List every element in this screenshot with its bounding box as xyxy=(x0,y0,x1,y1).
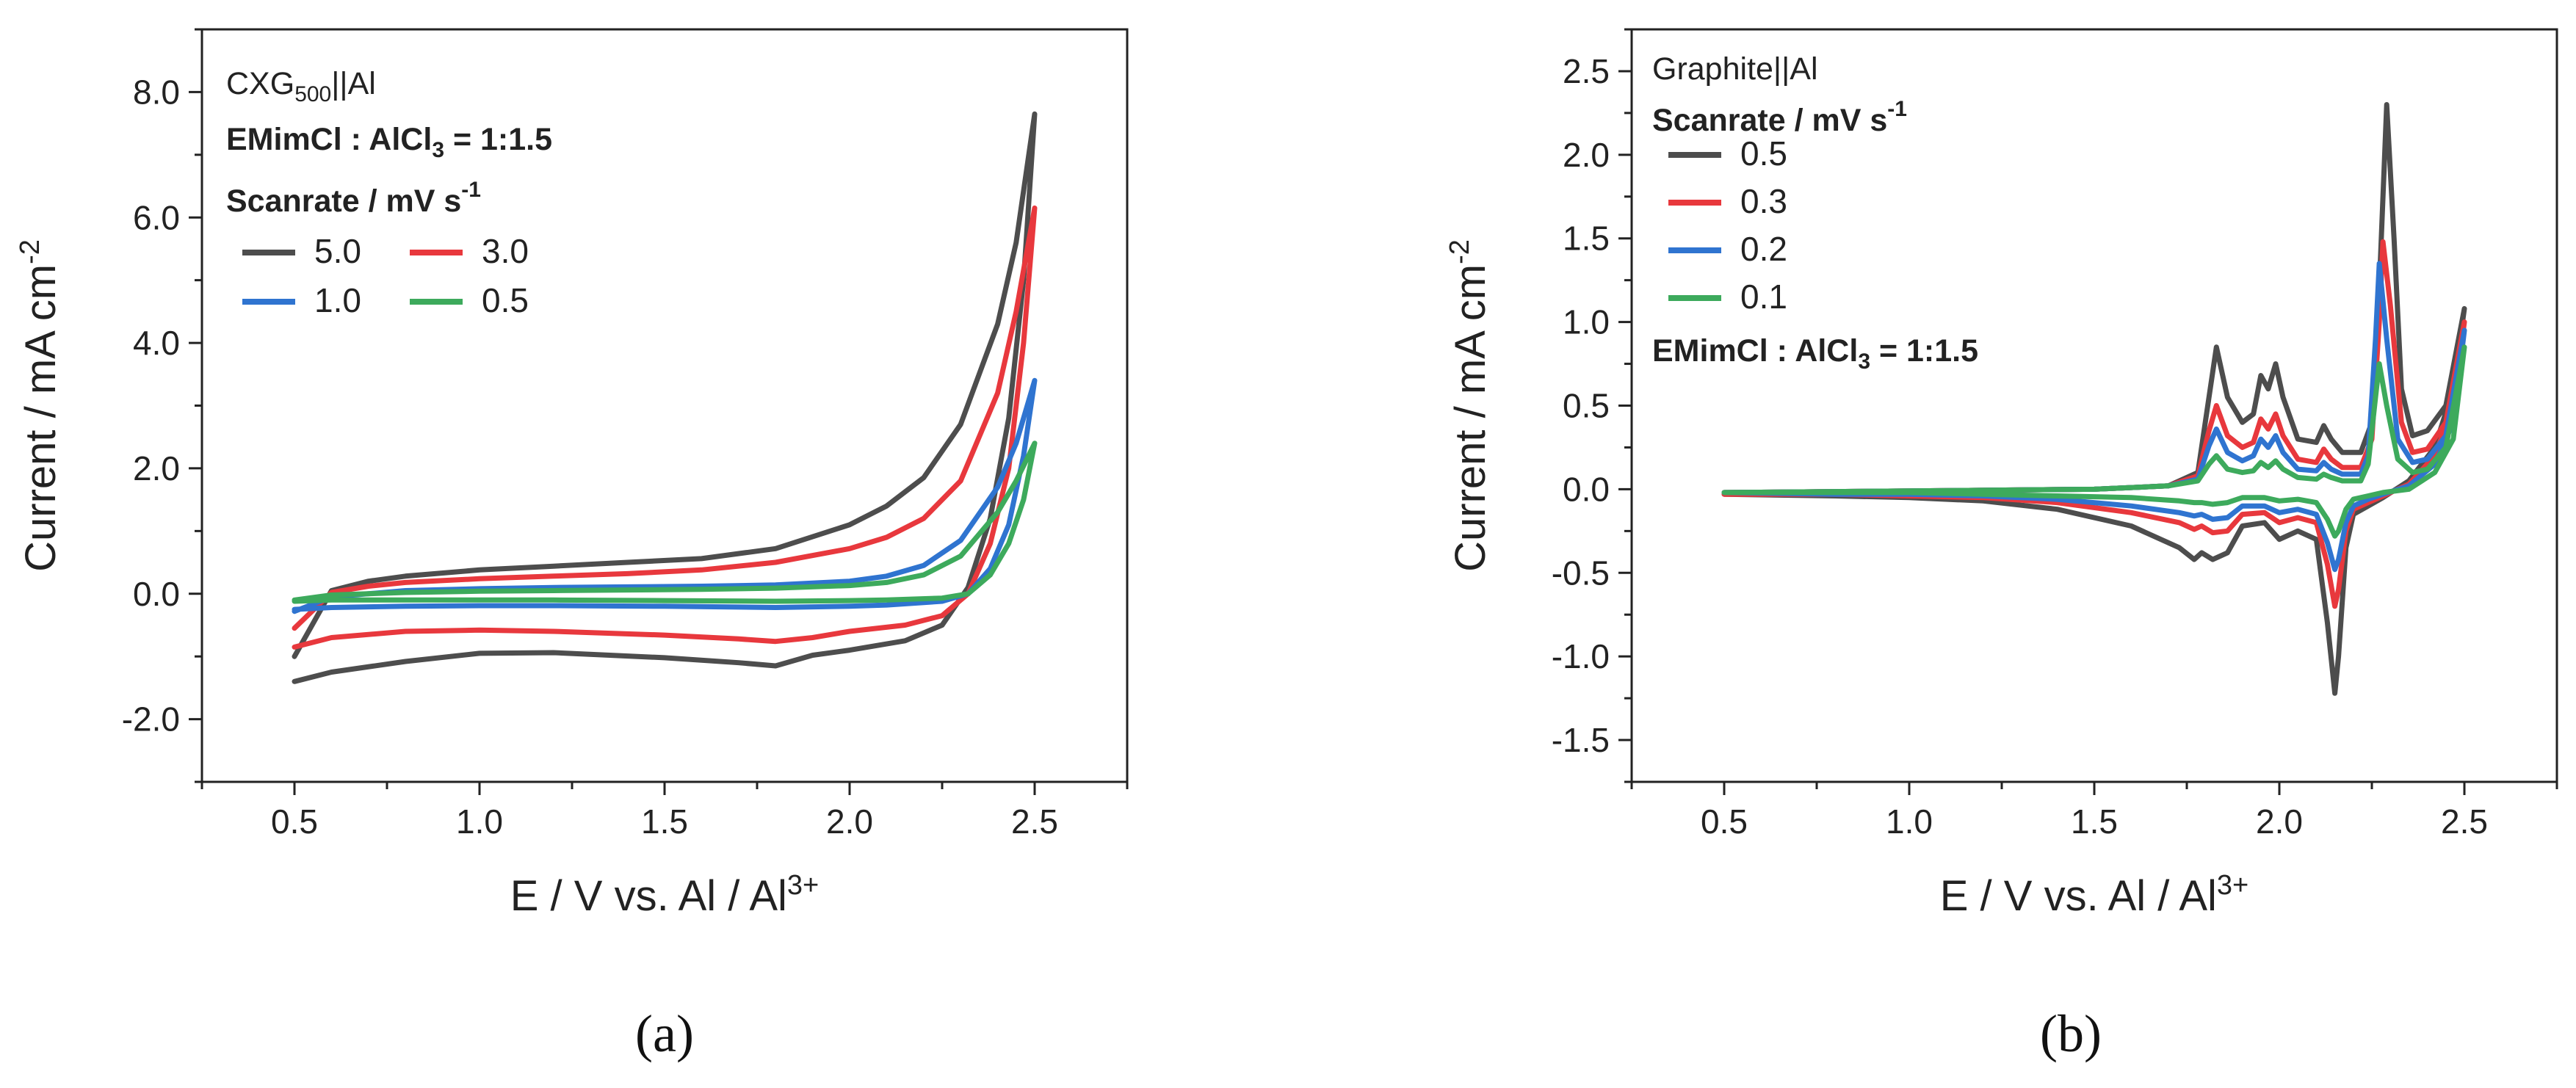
legend-label-3.0: 3.0 xyxy=(482,232,529,270)
legend-label-5.0: 5.0 xyxy=(314,232,361,270)
scanrate-header-text: Scanrate / mV s xyxy=(1652,103,1887,138)
electrolyte-sub: 3 xyxy=(1858,349,1870,374)
panel-label: (b) xyxy=(2040,1004,2102,1063)
x-axis-title-sup: 3+ xyxy=(2217,870,2248,901)
series-line-0.5 xyxy=(292,440,1038,604)
y-tick-label: 4.0 xyxy=(133,324,180,362)
cell-label: Graphite||Al xyxy=(1652,51,1818,87)
electrolyte-sub: 3 xyxy=(432,138,444,162)
x-axis-title-text: E / V vs. Al / Al xyxy=(510,872,787,920)
y-tick-label: 1.0 xyxy=(1563,303,1610,341)
series-line-3.0 xyxy=(292,205,1038,650)
x-axis-title: E / V vs. Al / Al3+ xyxy=(510,870,819,920)
panel-label: (a) xyxy=(635,1004,694,1063)
panel-a: 0.5 1.0 1.5 2.0 2.5 -2.0 0.0 2.0 4.0 6.0 8.0 E / V … xyxy=(15,28,1129,1063)
series-line-0.5 xyxy=(1721,102,2467,696)
x-axis-title-text: E / V vs. Al / Al xyxy=(1940,872,2217,920)
electrolyte-suffix: = 1:1.5 xyxy=(444,122,552,157)
y-axis-title: Current / mA cm-2 xyxy=(1444,239,1494,572)
series-line-0.1 xyxy=(1721,344,2467,539)
cell-label-suffix: ||Al xyxy=(331,66,376,101)
x-axis-title: E / V vs. Al / Al3+ xyxy=(1940,870,2248,920)
electrolyte-prefix: EMimCl : AlCl xyxy=(226,122,432,157)
legend-label-0.1: 0.1 xyxy=(1740,278,1787,316)
x-tick-label: 1.0 xyxy=(1886,802,1933,841)
legend-label-0.5: 0.5 xyxy=(1740,134,1787,173)
y-axis-title-text: Current / mA cm xyxy=(1447,264,1494,572)
legend-label-0.3: 0.3 xyxy=(1740,182,1787,220)
y-tick-label: -1.0 xyxy=(1552,637,1610,675)
electrolyte-label: EMimCl : AlCl3 = 1:1.5 xyxy=(226,122,552,162)
x-tick-label: 1.5 xyxy=(2071,802,2118,841)
y-tick-label: 2.5 xyxy=(1563,52,1610,90)
scanrate-header-sup: -1 xyxy=(1887,97,1907,121)
x-tick-label: 2.0 xyxy=(2256,802,2303,841)
electrolyte-suffix: = 1:1.5 xyxy=(1870,333,1978,369)
y-tick-label: 1.5 xyxy=(1563,220,1610,258)
x-tick-label: 0.5 xyxy=(271,802,318,841)
cell-label-prefix: CXG xyxy=(226,66,294,101)
scanrate-header-text: Scanrate / mV s xyxy=(226,184,461,219)
y-axis-title-text: Current / mA cm xyxy=(17,264,65,572)
y-tick-label: 0.0 xyxy=(1563,470,1610,508)
series-line-1.0 xyxy=(292,377,1038,614)
y-axis-title: Current / mA cm-2 xyxy=(15,239,65,572)
electrolyte-label: EMimCl : AlCl3 = 1:1.5 xyxy=(1652,333,1978,374)
legend-label-0.2: 0.2 xyxy=(1740,230,1787,268)
x-tick-label: 1.0 xyxy=(456,802,503,841)
y-tick-label: 0.0 xyxy=(133,575,180,613)
y-tick-label: 2.0 xyxy=(1563,136,1610,174)
electrolyte-prefix: EMimCl : AlCl xyxy=(1652,333,1858,369)
x-tick-label: 2.5 xyxy=(2441,802,2488,841)
series-line-5.0 xyxy=(292,111,1038,684)
y-tick-label: 2.0 xyxy=(133,449,180,487)
cell-label-sub: 500 xyxy=(294,82,331,106)
y-tick-label: -0.5 xyxy=(1552,554,1610,592)
legend-label-1.0: 1.0 xyxy=(314,281,361,319)
scanrate-header: Scanrate / mV s-1 xyxy=(226,178,481,219)
x-tick-label: 2.0 xyxy=(826,802,873,841)
y-tick-label: -1.5 xyxy=(1552,721,1610,759)
cell-label: CXG500||Al xyxy=(226,66,376,106)
y-tick-label: -2.0 xyxy=(122,700,180,739)
legend-label-0.5: 0.5 xyxy=(482,281,529,319)
y-axis-title-sup: -2 xyxy=(1444,239,1475,264)
scanrate-header-sup: -1 xyxy=(461,178,481,202)
series-line-0.3 xyxy=(1721,239,2467,609)
y-tick-label: 0.5 xyxy=(1563,387,1610,425)
x-tick-label: 0.5 xyxy=(1701,802,1748,841)
cell-label-prefix: Graphite||Al xyxy=(1652,51,1818,87)
scanrate-header: Scanrate / mV s-1 xyxy=(1652,97,1907,138)
y-axis-title-sup: -2 xyxy=(15,239,46,264)
y-tick-label: 8.0 xyxy=(133,73,180,111)
x-tick-label: 1.5 xyxy=(641,802,688,841)
x-tick-label: 2.5 xyxy=(1011,802,1058,841)
panel-b: 0.5 1.0 1.5 2.0 2.5 -1.5 -1.0 -0.5 0.0 0.5 1.0 1.5 2… xyxy=(1444,28,2558,1063)
x-axis-title-sup: 3+ xyxy=(787,870,819,901)
y-tick-label: 6.0 xyxy=(133,198,180,236)
